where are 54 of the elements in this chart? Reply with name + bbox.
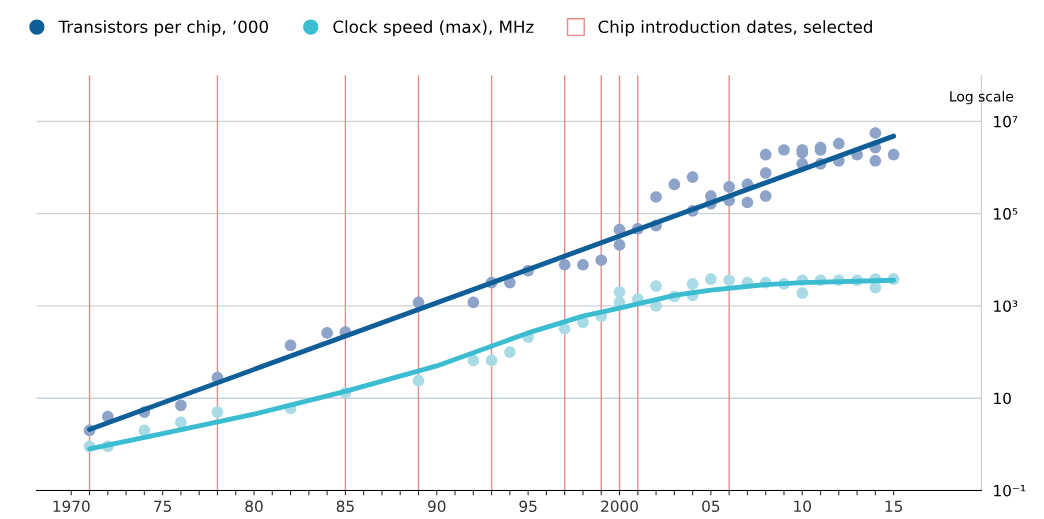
- point: [650, 191, 662, 203]
- y-tick-label: 10⁷: [994, 115, 1018, 128]
- point: [778, 144, 790, 156]
- point: [723, 274, 735, 287]
- x-tick-label: 85: [336, 500, 354, 512]
- point: [869, 127, 882, 139]
- point: [613, 286, 626, 298]
- point: [759, 190, 772, 202]
- x-tick-label: 75: [154, 500, 172, 512]
- y-tick-label: 10: [994, 392, 1011, 405]
- point: [467, 296, 480, 309]
- point: [686, 278, 699, 290]
- x-tick-label: 1970: [53, 500, 90, 512]
- point: [321, 327, 333, 339]
- point: [138, 424, 151, 437]
- point: [504, 346, 516, 358]
- point: [759, 167, 772, 179]
- legend-label: Clock speed (max), MHz: [333, 20, 534, 37]
- point: [887, 148, 900, 161]
- point: [723, 181, 735, 193]
- x-tick-label: 10: [794, 500, 811, 512]
- point: [759, 148, 772, 161]
- point: [175, 416, 187, 429]
- point: [686, 171, 699, 183]
- point: [650, 280, 662, 292]
- point: [796, 287, 809, 299]
- text: Chip introduction dates, selected: [598, 20, 872, 37]
- y-tick-label: 10⁻¹: [994, 484, 1026, 497]
- x-tick-label: 95: [519, 500, 537, 512]
- point: [705, 273, 717, 285]
- point: [211, 406, 224, 418]
- point: [558, 258, 571, 271]
- point: [869, 154, 882, 167]
- x-tick-label: 05: [702, 500, 720, 512]
- point: [467, 354, 480, 367]
- x-tick-label: 15: [885, 500, 903, 512]
- y-tick-label: 10³: [994, 300, 1018, 312]
- legend-label: Transistors per chip, ’000: [58, 20, 268, 37]
- point: [412, 296, 425, 309]
- point: [284, 339, 297, 352]
- y-tick-label: 10⁵: [994, 208, 1018, 220]
- point: [175, 399, 187, 412]
- point: [668, 178, 681, 191]
- point: [485, 354, 498, 367]
- x-tick-label: 80: [245, 500, 263, 512]
- point: [577, 258, 589, 271]
- annotation: Log scale: [950, 90, 1014, 105]
- point: [613, 239, 626, 251]
- point: [741, 196, 754, 209]
- point: [595, 254, 608, 266]
- x-tick-label: 2000: [601, 500, 638, 512]
- point: [412, 374, 425, 387]
- x-tick-label: 90: [428, 500, 446, 512]
- point: [833, 137, 845, 150]
